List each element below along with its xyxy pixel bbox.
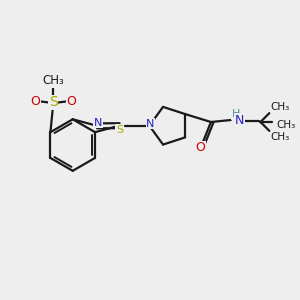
Text: CH₃: CH₃ [277, 120, 296, 130]
Text: CH₃: CH₃ [43, 74, 64, 87]
Text: N: N [146, 119, 154, 129]
Text: S: S [116, 124, 123, 135]
Text: O: O [195, 141, 205, 154]
Text: CH₃: CH₃ [271, 102, 290, 112]
Text: N: N [94, 118, 102, 128]
Text: N: N [235, 113, 244, 127]
Text: O: O [31, 95, 40, 108]
Text: H: H [232, 109, 240, 119]
Text: O: O [66, 95, 76, 108]
Text: CH₃: CH₃ [271, 132, 290, 142]
Text: S: S [49, 95, 58, 110]
